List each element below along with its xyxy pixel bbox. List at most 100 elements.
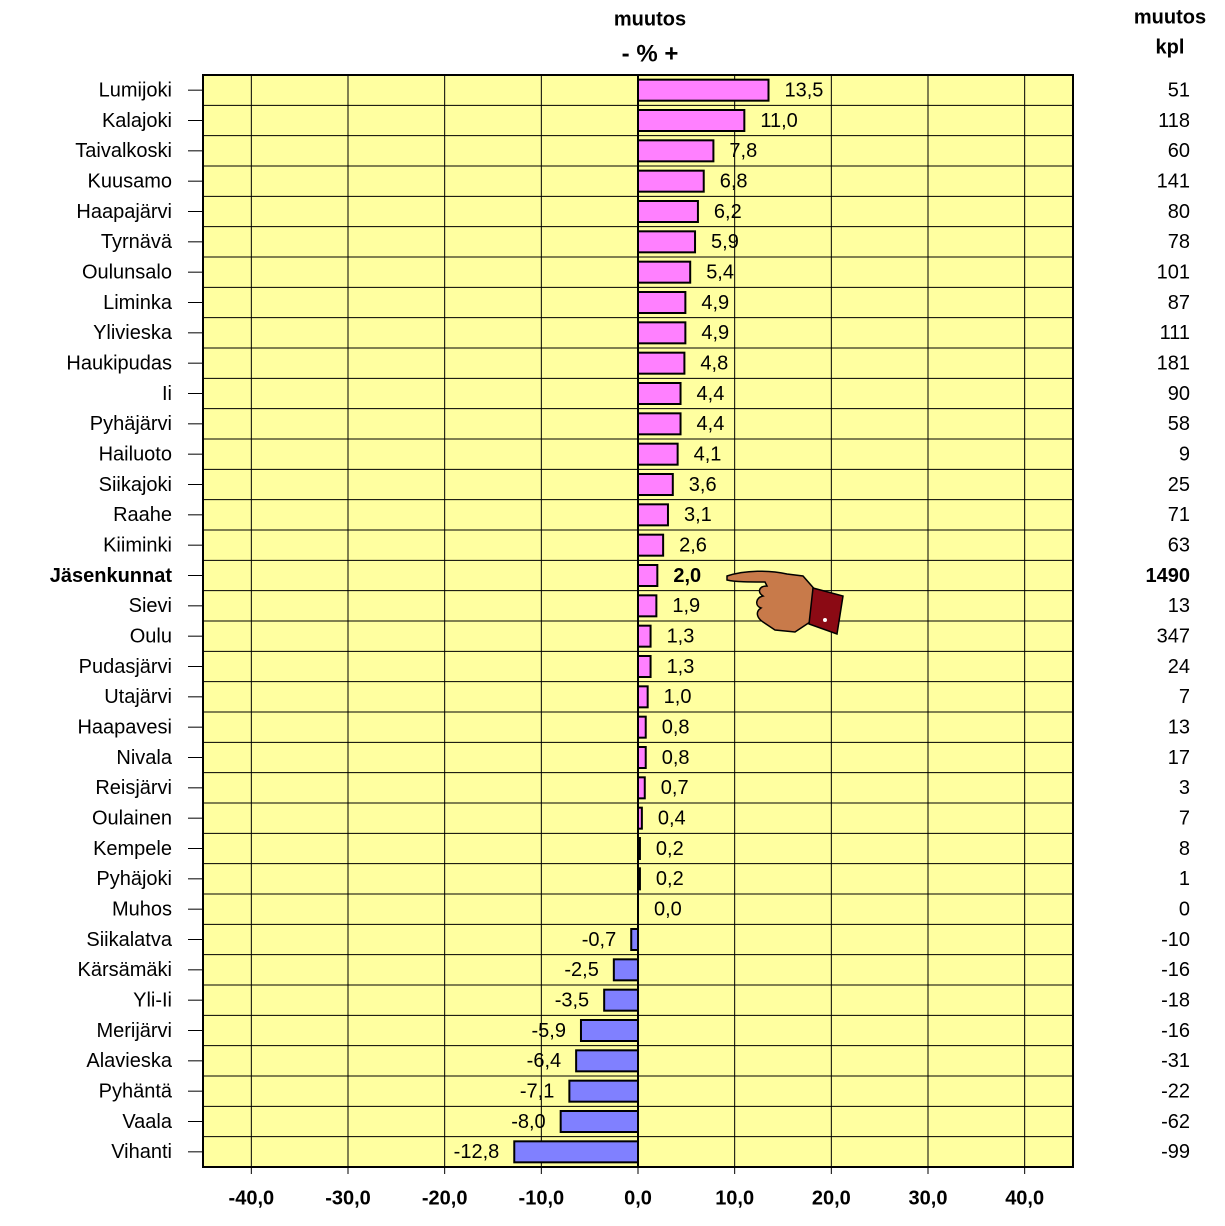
count-value: 17 [1168,747,1190,769]
count-value: -62 [1161,1111,1190,1133]
bar [638,504,668,525]
value-label: 5,4 [706,261,734,283]
y-tick-label: Alavieska [86,1050,172,1072]
value-label: 0,7 [661,777,689,799]
value-label: 0,2 [656,868,684,890]
value-label: 0,8 [662,747,690,769]
value-label: 4,9 [701,292,729,314]
count-value: 87 [1168,292,1190,314]
x-tick-label: 40,0 [1005,1187,1044,1209]
bar [631,929,638,950]
value-label: 2,6 [679,534,707,556]
value-label: -8,0 [511,1111,545,1133]
count-value: 1490 [1146,565,1191,587]
column-unit: kpl [1156,36,1185,58]
count-value: 90 [1168,383,1190,405]
y-tick-label: Raahe [113,504,172,526]
y-tick-label: Siikalatva [86,929,172,951]
value-label: 0,8 [662,716,690,738]
count-value: 7 [1179,807,1190,829]
x-tick-label: 30,0 [909,1187,948,1209]
y-tick-label: Pyhäjärvi [90,413,172,435]
y-tick-label: Yli-Ii [133,989,172,1011]
count-value: 7 [1179,686,1190,708]
value-label: -3,5 [555,989,589,1011]
bar [638,626,651,647]
value-label: -12,8 [454,1141,500,1163]
y-tick-label: Tyrnävä [101,231,173,253]
bar [638,140,713,161]
value-label: 2,0 [673,565,701,587]
y-tick-label: Siikajoki [99,474,172,496]
x-tick-label: -40,0 [229,1187,275,1209]
bar [569,1081,638,1102]
x-tick-label: -20,0 [422,1187,468,1209]
bar [638,383,681,404]
value-label: 6,8 [720,170,748,192]
count-value: 1 [1179,868,1190,890]
bar [638,231,695,252]
y-tick-label: Kärsämäki [78,959,172,981]
y-tick-label: Haukipudas [66,352,172,374]
count-value: 181 [1157,352,1190,374]
y-tick-label: Sievi [129,595,172,617]
bar [614,959,638,980]
value-label: -5,9 [531,1020,565,1042]
count-value: 13 [1168,595,1190,617]
count-value: 24 [1168,656,1190,678]
y-tick-label: Ylivieska [93,322,173,344]
bar [638,565,657,586]
value-label: 5,9 [711,231,739,253]
count-value: 3 [1179,777,1190,799]
y-tick-label: Hailuoto [99,443,172,465]
value-label: 4,9 [701,322,729,344]
bar [638,80,769,101]
y-tick-label: Liminka [103,292,173,314]
x-tick-label: 10,0 [715,1187,754,1209]
y-tick-label: Haapavesi [77,716,172,738]
y-tick-label: Pudasjärvi [79,656,172,678]
column-title: muutos [1134,6,1206,28]
count-value: 63 [1168,534,1190,556]
bar [638,474,673,495]
y-tick-label: Muhos [112,898,172,920]
value-label: 11,0 [760,110,797,132]
count-value: 25 [1168,474,1190,496]
bar [638,171,704,192]
count-value: 9 [1179,443,1190,465]
bar [638,322,685,343]
count-value: -16 [1161,959,1190,981]
count-value: 111 [1160,322,1190,344]
count-value: 60 [1168,140,1190,162]
bar [581,1020,638,1041]
value-label: 4,8 [700,352,728,374]
y-tick-label: Oulu [130,625,172,647]
count-value: -16 [1161,1020,1190,1042]
count-value: -22 [1161,1080,1190,1102]
value-label: 4,4 [697,383,725,405]
cufflink [823,618,827,622]
count-value: 118 [1158,110,1190,132]
y-tick-label: Merijärvi [96,1020,172,1042]
bar [638,777,645,798]
y-tick-label: Reisjärvi [95,777,172,799]
x-tick-label: 20,0 [812,1187,851,1209]
count-value: -31 [1161,1050,1190,1072]
y-tick-label: Taivalkoski [75,140,172,162]
bar [638,686,648,707]
x-tick-label: 0,0 [624,1187,652,1209]
bar [514,1141,638,1162]
y-tick-label: Kiiminki [103,534,172,556]
value-label: 7,8 [729,140,757,162]
y-tick-label: Nivala [116,747,172,769]
value-label: 4,4 [697,413,725,435]
count-value: -10 [1161,929,1190,951]
bar [638,717,646,738]
value-label: 3,1 [684,504,712,526]
x-tick-label: -10,0 [519,1187,565,1209]
y-tick-label: Ii [162,383,172,405]
count-value: 13 [1168,716,1190,738]
count-value: 80 [1168,201,1190,223]
value-label: -2,5 [564,959,598,981]
bar [638,201,698,222]
